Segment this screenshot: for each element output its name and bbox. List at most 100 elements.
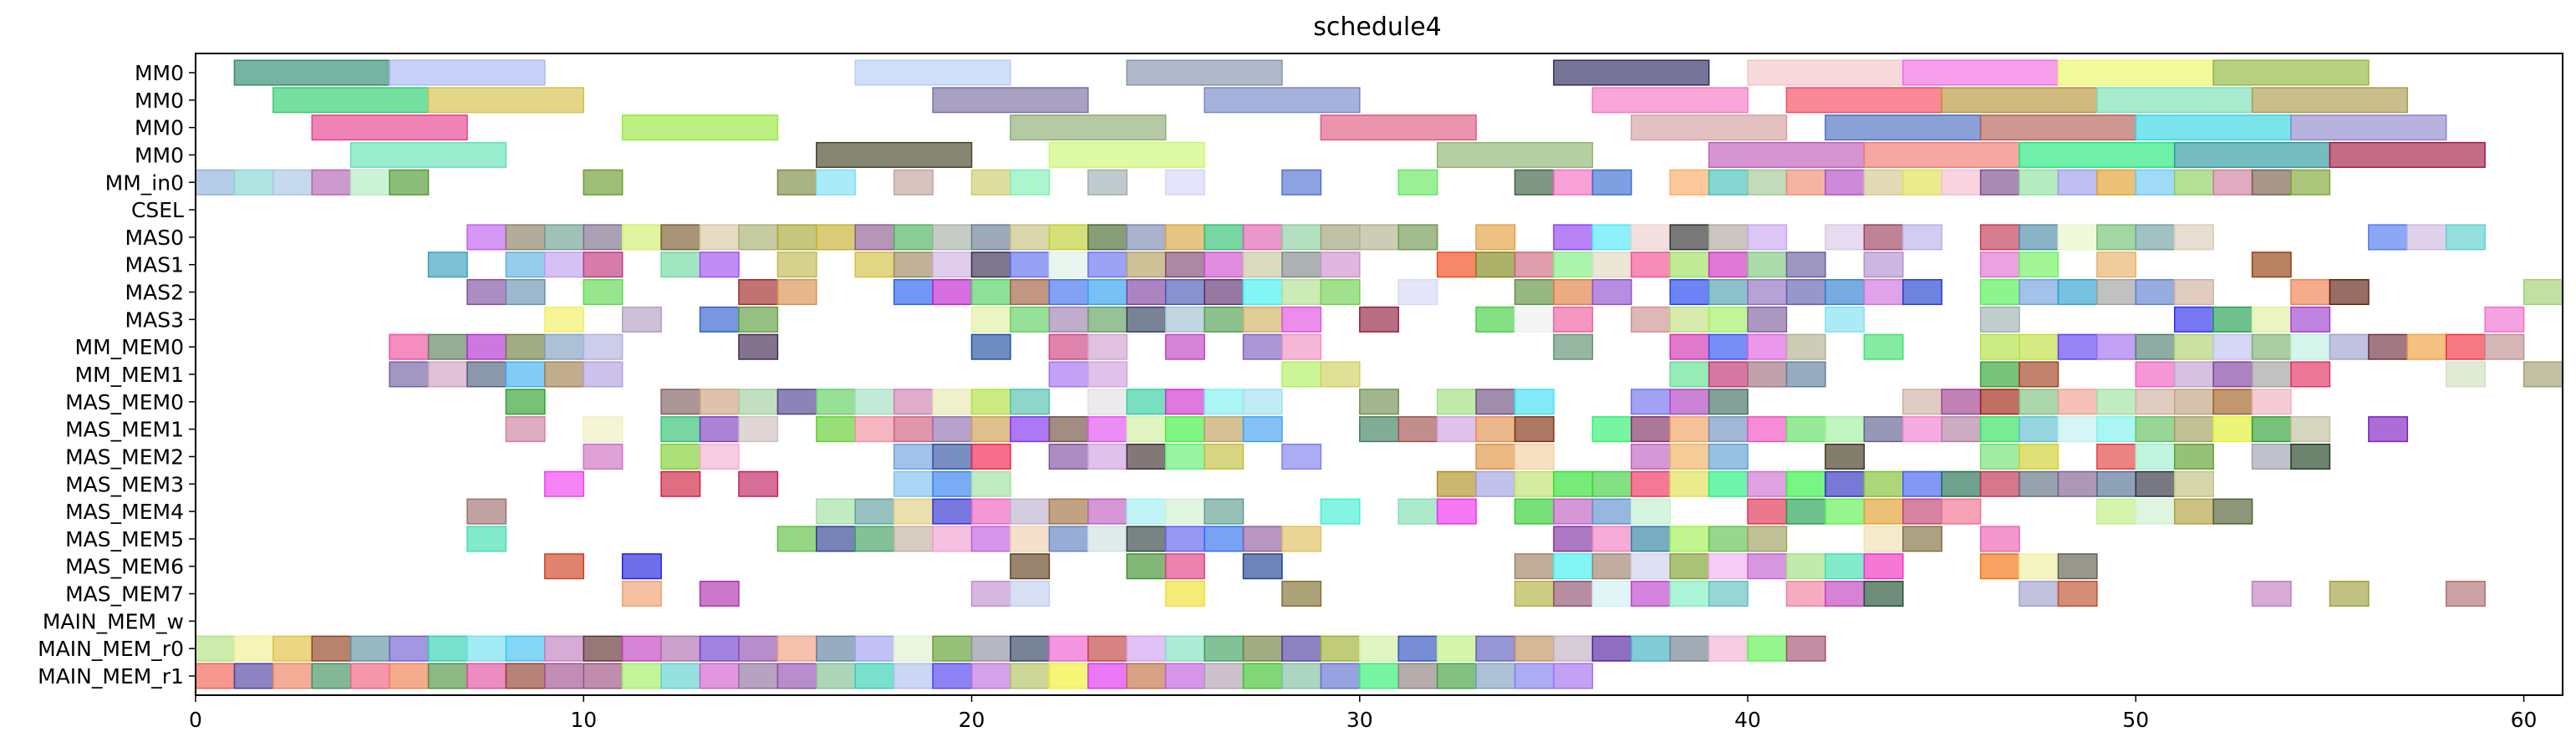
task-bar	[1010, 416, 1051, 443]
task-bar	[1747, 279, 1788, 306]
task-bar	[2251, 389, 2292, 415]
task-bar	[1785, 361, 1826, 388]
task-bar	[583, 279, 624, 306]
task-bar	[1631, 306, 1671, 333]
task-bar	[1242, 663, 1283, 689]
task-bar	[2251, 581, 2292, 607]
task-bar	[1591, 169, 1632, 196]
task-bar	[1048, 306, 1089, 333]
task-bar	[1785, 252, 1826, 278]
task-bar	[349, 169, 390, 196]
task-bar	[1747, 635, 1788, 662]
task-bar	[1631, 224, 1671, 251]
task-bar	[427, 635, 468, 662]
task-bar	[2290, 306, 2331, 333]
task-bar	[1825, 169, 1866, 196]
task-bar	[1126, 443, 1167, 470]
task-bar	[1708, 361, 1749, 388]
task-bar	[1010, 635, 1051, 662]
task-bar	[1941, 498, 1982, 525]
y-tick-label: MAS_MEM1	[65, 418, 184, 442]
task-bar	[1785, 333, 1826, 360]
task-bar	[1669, 333, 1710, 360]
task-bar	[738, 635, 779, 662]
task-bar	[544, 333, 585, 360]
task-bar	[1126, 498, 1167, 525]
task-bar	[1048, 526, 1089, 552]
task-bar	[272, 635, 313, 662]
task-bar	[854, 416, 895, 443]
task-bar	[1126, 635, 1167, 662]
x-tick-label: 40	[1734, 708, 1761, 732]
task-bar	[1669, 581, 1710, 607]
task-bar	[1436, 470, 1477, 497]
task-bar	[2096, 498, 2137, 525]
task-bar	[1553, 663, 1594, 689]
task-bar	[1204, 252, 1245, 278]
task-bar	[1825, 443, 1866, 470]
task-bar	[1669, 443, 1710, 470]
task-bar	[583, 169, 624, 196]
task-bar	[1087, 333, 1128, 360]
task-bar	[816, 526, 856, 552]
task-bar	[1281, 306, 1322, 333]
task-bar	[1281, 252, 1322, 278]
task-bar	[1397, 224, 1438, 251]
task-bar	[2096, 389, 2137, 415]
task-bar	[2251, 252, 2292, 278]
task-bar	[272, 169, 313, 196]
task-bar	[1902, 470, 1942, 497]
task-bar	[1747, 498, 1788, 525]
task-bar	[427, 663, 468, 689]
task-bar	[776, 169, 817, 196]
task-bar	[2019, 443, 2059, 470]
task-bar	[2290, 279, 2331, 306]
task-bar	[660, 663, 701, 689]
task-bar	[466, 663, 507, 689]
task-bar	[2019, 470, 2059, 497]
task-bar	[854, 635, 895, 662]
task-bar	[1087, 498, 1128, 525]
task-bar	[699, 443, 740, 470]
task-bar	[1514, 252, 1555, 278]
task-bar	[932, 389, 973, 415]
task-bar	[1514, 443, 1555, 470]
task-bar	[1979, 470, 2020, 497]
task-bar	[1048, 224, 1089, 251]
task-bar	[2445, 581, 2486, 607]
task-bar	[1708, 169, 1749, 196]
task-bar	[1087, 224, 1128, 251]
task-bar	[893, 416, 934, 443]
task-bar	[2173, 224, 2214, 251]
task-bar	[2212, 59, 2370, 86]
task-bar	[195, 663, 236, 689]
task-bar	[1979, 279, 2020, 306]
task-bar	[1514, 470, 1555, 497]
task-bar	[1669, 169, 1710, 196]
task-bar	[1281, 663, 1322, 689]
y-tick-label: MAS3	[125, 307, 184, 332]
task-bar	[2019, 141, 2176, 168]
task-bar	[1708, 553, 1749, 580]
task-bar	[2057, 59, 2214, 86]
task-bar	[2445, 333, 2486, 360]
task-bar	[738, 306, 779, 333]
task-bar	[2096, 416, 2137, 443]
task-bar	[583, 333, 624, 360]
task-bar	[1979, 389, 2020, 415]
task-bar	[505, 333, 546, 360]
task-bar	[2251, 87, 2409, 114]
task-bar	[1669, 553, 1710, 580]
task-bar	[816, 169, 856, 196]
task-bar	[1747, 224, 1788, 251]
task-bar	[1708, 581, 1749, 607]
task-bar	[1591, 279, 1632, 306]
task-bar	[1631, 443, 1671, 470]
task-bar	[1242, 416, 1283, 443]
task-bar	[1126, 526, 1167, 552]
task-bar	[1591, 224, 1632, 251]
task-bar	[1631, 498, 1671, 525]
task-bar	[621, 635, 662, 662]
task-bar	[1514, 553, 1555, 580]
task-bar	[970, 416, 1011, 443]
